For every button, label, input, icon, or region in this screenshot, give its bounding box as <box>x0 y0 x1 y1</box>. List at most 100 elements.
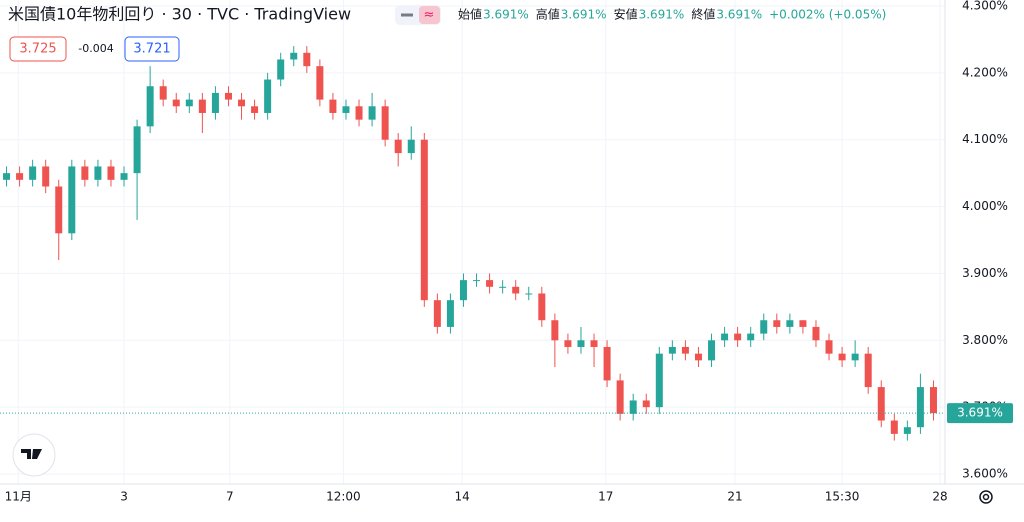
candle-body <box>642 400 650 408</box>
candle-body <box>172 99 180 107</box>
candle-body <box>355 106 363 120</box>
x-tick-label: 17 <box>598 490 613 504</box>
ohlc-value: 3.691% <box>716 8 762 22</box>
ohlc-value: 3.691% <box>483 8 529 22</box>
candle-body <box>525 293 533 295</box>
candle-body <box>394 139 402 154</box>
candle-body <box>55 186 63 234</box>
ohlc-value: 3.691% <box>561 8 607 22</box>
candle-body <box>681 346 689 354</box>
last-price-badge <box>947 403 1013 424</box>
candle-body <box>42 166 50 187</box>
buy-price[interactable]: 3.721 <box>133 42 170 57</box>
candle-body <box>929 387 937 414</box>
candle-body <box>851 353 859 361</box>
candle-body <box>890 420 898 434</box>
candle-body <box>747 333 755 341</box>
x-tick-label: 7 <box>226 490 234 504</box>
candle-body <box>303 52 311 67</box>
candle-body <box>459 280 467 301</box>
x-tick-label: 14 <box>455 490 470 504</box>
candle-body <box>473 280 481 282</box>
spread: -0.004 <box>78 42 113 55</box>
candle-body <box>499 286 507 288</box>
candle-body <box>916 387 924 428</box>
candle-body <box>420 139 428 301</box>
last-price-label: 3.691% <box>957 406 1003 420</box>
candle-body <box>81 166 89 180</box>
candle-body <box>368 106 376 120</box>
x-tick-label: 11月 <box>5 490 32 504</box>
candle-body <box>316 66 324 100</box>
candle-body <box>655 353 663 408</box>
toggle-icon: ≈ <box>424 8 435 23</box>
candle-body <box>903 427 911 434</box>
candle-body <box>864 353 872 388</box>
sell-button[interactable] <box>9 36 67 62</box>
settings-icon[interactable] <box>979 490 993 504</box>
candle-body <box>734 333 742 341</box>
buy-button[interactable] <box>124 36 180 62</box>
x-tick-label: 28 <box>932 490 947 504</box>
y-tick-label: 3.600% <box>962 467 1008 481</box>
logo-mark <box>21 449 42 459</box>
candle-body <box>577 340 585 347</box>
y-tick-label: 3.800% <box>962 333 1008 347</box>
candle-body <box>564 340 572 347</box>
candle-body <box>708 340 716 361</box>
candle-body <box>185 99 193 107</box>
x-tick-label: 15:30 <box>825 490 860 504</box>
candle-body <box>838 353 846 361</box>
candle-body <box>668 346 676 354</box>
candle-body <box>799 320 807 327</box>
candle-body <box>120 173 128 180</box>
candle-body <box>538 293 546 321</box>
ohlc-label: 終値 <box>691 7 715 22</box>
candle-body <box>290 52 298 60</box>
candle-body <box>590 340 598 347</box>
candle-body <box>107 166 115 180</box>
candle-body <box>277 59 285 80</box>
candle-body <box>3 173 11 180</box>
candle-body <box>94 166 102 180</box>
candle-body <box>721 333 729 341</box>
ohlc-label: 安値 <box>614 7 638 22</box>
candle-body <box>760 320 768 334</box>
x-tick-label: 12:00 <box>326 490 361 504</box>
y-tick-label: 4.300% <box>962 0 1008 13</box>
candle-body <box>812 326 820 341</box>
y-tick-label: 4.200% <box>962 65 1008 79</box>
sell-price[interactable]: 3.725 <box>19 42 56 57</box>
candle-body <box>381 106 389 140</box>
candle-body <box>224 92 232 100</box>
candle-body <box>133 126 141 174</box>
candle-body <box>16 173 24 180</box>
candle-body <box>238 99 246 107</box>
x-tick-label: 21 <box>727 490 742 504</box>
candle-body <box>29 166 37 180</box>
candle-body <box>433 300 441 327</box>
candle-body <box>786 320 794 327</box>
candle-body <box>146 86 154 127</box>
candle-body <box>68 166 76 234</box>
x-tick-label: 3 <box>120 490 128 504</box>
ohlc-change: +0.002% (+0.05%) <box>769 8 886 22</box>
ohlc-label: 高値 <box>536 7 560 22</box>
settings-gear <box>982 493 990 501</box>
candle-body <box>264 79 272 113</box>
candle-body <box>629 400 637 414</box>
candle-body <box>329 99 337 113</box>
candle-body <box>616 380 624 414</box>
candle-body <box>486 280 494 287</box>
candle-body <box>211 92 219 113</box>
candle-body <box>512 286 520 294</box>
candle-body <box>825 340 833 354</box>
settings-gear <box>979 490 993 504</box>
toggle-icon[interactable] <box>419 6 440 24</box>
y-tick-label: 4.000% <box>962 199 1008 213</box>
candle-body <box>198 99 206 113</box>
candle-body <box>603 346 611 381</box>
candle-body <box>407 139 415 154</box>
